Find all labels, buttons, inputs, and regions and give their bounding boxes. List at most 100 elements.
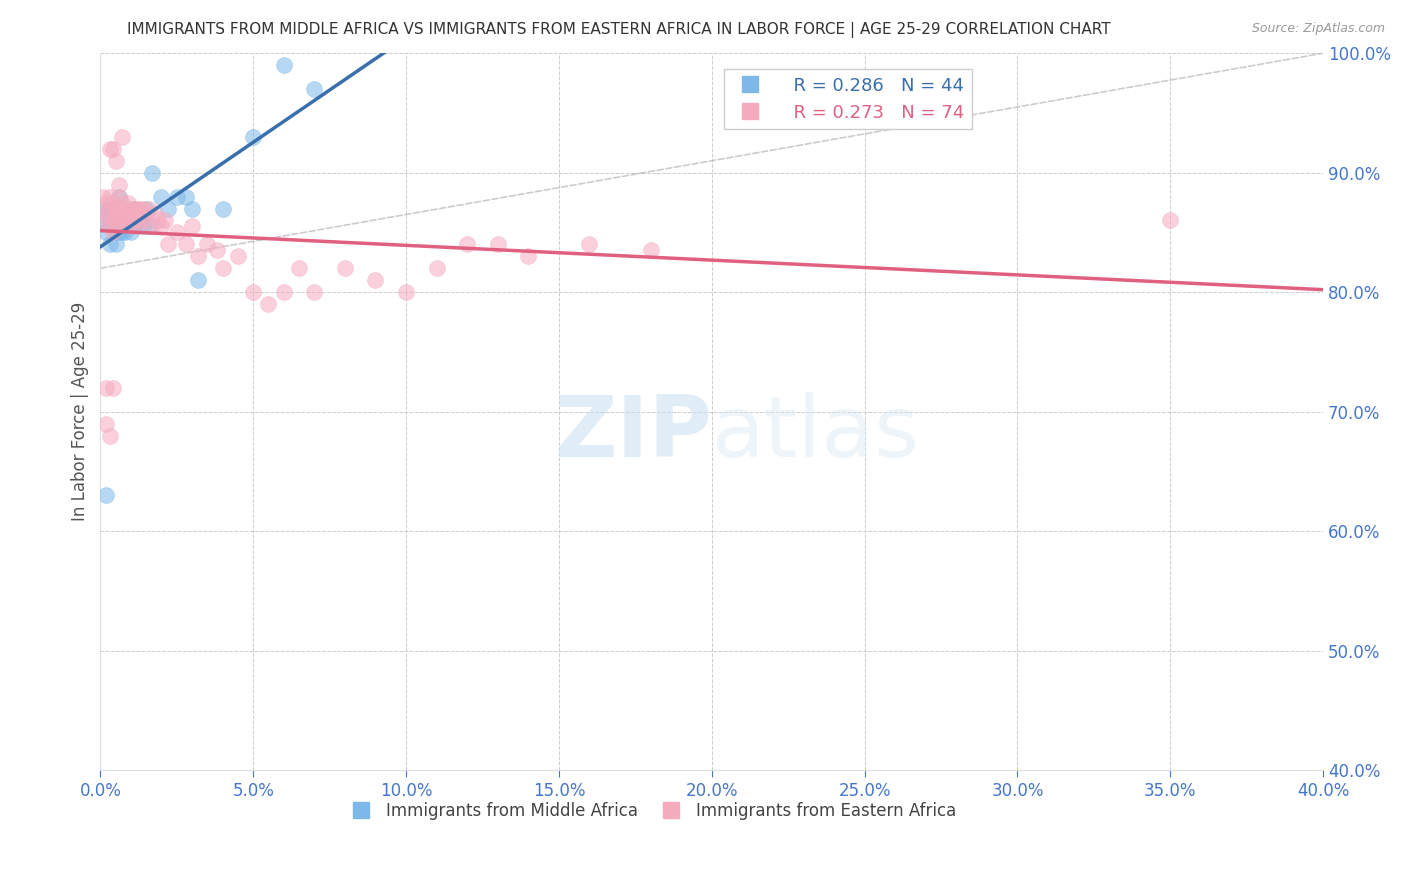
Point bbox=[101, 195, 124, 210]
Point bbox=[98, 219, 121, 234]
Point bbox=[98, 213, 121, 227]
Point bbox=[122, 202, 145, 216]
Point bbox=[150, 219, 173, 234]
Point bbox=[111, 202, 134, 216]
Point bbox=[138, 219, 160, 234]
Point bbox=[257, 297, 280, 311]
Point bbox=[120, 213, 142, 227]
Point bbox=[96, 417, 118, 431]
Point bbox=[135, 207, 157, 221]
Point bbox=[242, 285, 264, 300]
Point bbox=[122, 202, 145, 216]
Point bbox=[153, 213, 176, 227]
Text: ZIP: ZIP bbox=[554, 392, 711, 475]
Point bbox=[96, 381, 118, 395]
Point bbox=[125, 219, 148, 234]
Point bbox=[166, 189, 188, 203]
Point bbox=[107, 202, 129, 216]
Point bbox=[120, 202, 142, 216]
Point bbox=[132, 213, 155, 227]
Point bbox=[101, 202, 124, 216]
Point bbox=[107, 178, 129, 192]
Point bbox=[117, 207, 139, 221]
Point bbox=[96, 226, 118, 240]
Point bbox=[132, 219, 155, 234]
Point bbox=[101, 213, 124, 227]
Point bbox=[104, 153, 127, 168]
Point bbox=[578, 237, 600, 252]
Point bbox=[101, 219, 124, 234]
Point bbox=[195, 237, 218, 252]
Text: IMMIGRANTS FROM MIDDLE AFRICA VS IMMIGRANTS FROM EASTERN AFRICA IN LABOR FORCE |: IMMIGRANTS FROM MIDDLE AFRICA VS IMMIGRA… bbox=[127, 22, 1111, 38]
Point bbox=[96, 195, 118, 210]
Point bbox=[486, 237, 509, 252]
Point bbox=[93, 189, 115, 203]
Point bbox=[187, 273, 209, 287]
Y-axis label: In Labor Force | Age 25-29: In Labor Force | Age 25-29 bbox=[72, 302, 89, 521]
Point bbox=[107, 202, 129, 216]
Text: Source: ZipAtlas.com: Source: ZipAtlas.com bbox=[1251, 22, 1385, 36]
Point bbox=[107, 213, 129, 227]
Point bbox=[98, 202, 121, 216]
Point bbox=[426, 261, 449, 276]
Point bbox=[273, 285, 295, 300]
Point bbox=[117, 219, 139, 234]
Point bbox=[93, 213, 115, 227]
Point bbox=[104, 207, 127, 221]
Point bbox=[98, 237, 121, 252]
Point bbox=[174, 237, 197, 252]
Point bbox=[98, 189, 121, 203]
Point bbox=[242, 129, 264, 144]
Point bbox=[117, 195, 139, 210]
Point bbox=[1159, 213, 1181, 227]
Point bbox=[211, 261, 233, 276]
Point bbox=[107, 189, 129, 203]
Point bbox=[104, 207, 127, 221]
Point bbox=[117, 207, 139, 221]
Point bbox=[141, 166, 163, 180]
Point bbox=[104, 226, 127, 240]
Point bbox=[104, 219, 127, 234]
Legend: Immigrants from Middle Africa, Immigrants from Eastern Africa: Immigrants from Middle Africa, Immigrant… bbox=[337, 795, 963, 826]
Point bbox=[166, 226, 188, 240]
Point bbox=[101, 381, 124, 395]
Point bbox=[125, 207, 148, 221]
Point bbox=[111, 195, 134, 210]
Point bbox=[174, 189, 197, 203]
Point bbox=[129, 207, 152, 221]
Point bbox=[122, 219, 145, 234]
Point bbox=[181, 202, 204, 216]
Point bbox=[138, 202, 160, 216]
Point bbox=[111, 213, 134, 227]
Point bbox=[98, 202, 121, 216]
Point bbox=[187, 249, 209, 263]
Point bbox=[104, 237, 127, 252]
Point bbox=[96, 202, 118, 216]
Point bbox=[273, 58, 295, 72]
Point bbox=[364, 273, 387, 287]
Point bbox=[98, 428, 121, 442]
Point bbox=[101, 142, 124, 156]
Point bbox=[129, 213, 152, 227]
Point bbox=[132, 202, 155, 216]
Point bbox=[107, 226, 129, 240]
Point bbox=[111, 213, 134, 227]
Point bbox=[148, 213, 170, 227]
Point bbox=[156, 202, 179, 216]
Point bbox=[125, 202, 148, 216]
Point bbox=[104, 202, 127, 216]
Point bbox=[111, 202, 134, 216]
Point bbox=[141, 219, 163, 234]
Point bbox=[395, 285, 418, 300]
Point bbox=[456, 237, 478, 252]
Point bbox=[156, 237, 179, 252]
Point bbox=[226, 249, 249, 263]
Point bbox=[640, 244, 662, 258]
Point bbox=[517, 249, 540, 263]
Point bbox=[120, 226, 142, 240]
Point bbox=[114, 207, 136, 221]
Point bbox=[145, 207, 167, 221]
Point bbox=[111, 129, 134, 144]
Point bbox=[304, 82, 326, 96]
Point bbox=[96, 488, 118, 502]
